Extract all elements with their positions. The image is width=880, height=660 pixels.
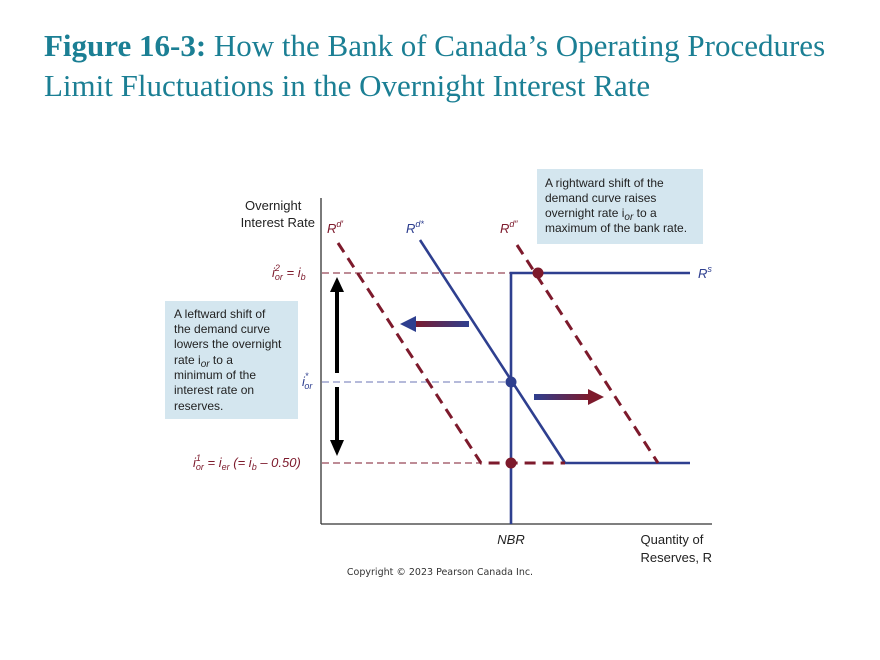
figure-caption: How the Bank of Canada’s Operating Proce… — [44, 28, 826, 103]
label-rd-star: Rd* — [406, 219, 424, 236]
label-rs: Rs — [698, 264, 712, 281]
note-box-right — [537, 169, 703, 244]
demand-curve-rd-star — [418, 239, 567, 464]
equilibrium-point-low — [505, 457, 517, 469]
equilibrium-point-high — [532, 267, 544, 279]
slide-title: Figure 16-3: How the Bank of Canada’s Op… — [44, 26, 844, 105]
note-left: A leftward shift of the demand curve low… — [174, 307, 285, 413]
demand-curve-rd-right — [515, 244, 660, 464]
label-rd-left: Rd′ — [327, 219, 343, 236]
supply-curve-rs — [509, 271, 690, 524]
note-right: A rightward shift of the demand curve ra… — [545, 176, 687, 235]
left-shift-arrow — [400, 316, 469, 332]
figure-number: Figure 16-3: — [44, 28, 207, 63]
range-double-arrow — [330, 277, 344, 456]
y-tick-istar: i* or — [302, 371, 313, 391]
y-tick-ier: i1 or = ier (= ib – 0.50) — [193, 453, 301, 472]
y-tick-ib: i2 or = ib — [272, 263, 306, 282]
copyright: Copyright © 2023 Pearson Canada Inc. — [347, 567, 533, 578]
demand-curve-rd-left — [336, 242, 565, 465]
y-axis-label: Overnight Interest Rate — [241, 198, 315, 230]
label-rd-right: Rd″ — [500, 219, 518, 236]
right-shift-arrow — [534, 389, 604, 405]
x-tick-nbr: NBR — [497, 532, 524, 547]
equilibrium-point-mid — [505, 376, 517, 388]
x-axis-label: Quantity of Reserves, R — [640, 532, 712, 565]
note-box-left — [165, 301, 298, 419]
